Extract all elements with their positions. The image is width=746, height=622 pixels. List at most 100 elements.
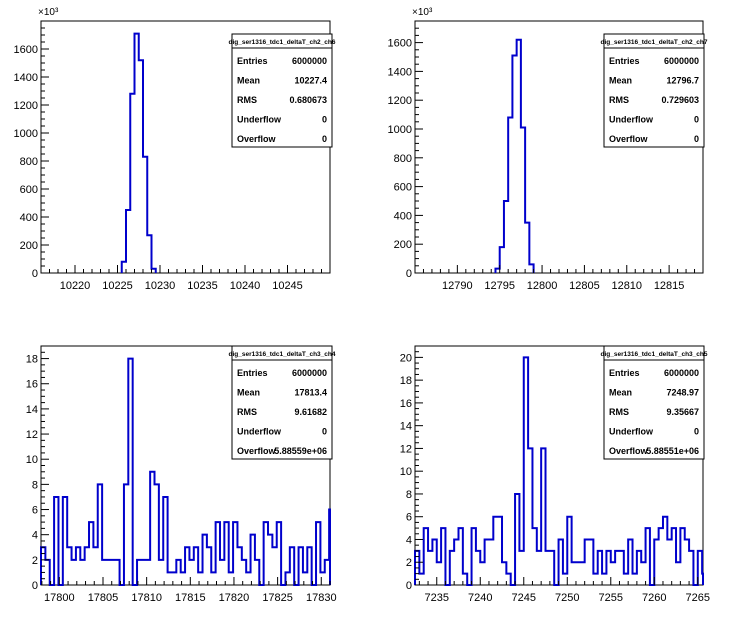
x-tick-label: 12810 [611,280,642,292]
stats-value: 0 [694,115,699,125]
stats-value: 0 [694,427,699,437]
stats-box-frame [231,33,333,148]
stats-label: Entries [609,368,640,378]
histogram-bin [93,547,97,585]
stats-label: Overflow [609,134,649,144]
histogram-bin [676,562,680,585]
histogram-bin [141,560,145,585]
x-tick-label: 7235 [425,592,449,604]
y-tick-label: 800 [394,153,412,165]
stats-label: Mean [237,76,260,86]
histogram-bin [602,574,606,585]
histogram-bin [593,574,597,585]
histogram-bin [72,560,76,585]
stats-label: Mean [609,388,632,398]
y-tick-label: 1600 [14,44,38,56]
stats-value: 17813.4 [294,388,327,398]
x-tick-label: 7245 [512,592,536,604]
stats-label: Underflow [237,115,282,125]
histogram-bin [611,562,615,585]
stats-value: 0.680673 [289,95,327,105]
y-tick-label: 10 [26,454,38,466]
x-tick-label: 7265 [686,592,710,604]
y-tick-label: 6 [32,505,38,517]
histogram-bin [419,574,423,585]
stats-value: 0 [322,134,327,144]
histogram-bin [633,574,637,585]
y-tick-label: 6 [406,512,412,524]
histogram-bin [624,574,628,585]
histogram-bin [229,572,233,585]
y-tick-label: 14 [400,421,412,433]
histogram-series [494,38,535,273]
stats-label: RMS [237,407,257,417]
x-tick-label: 10225 [102,280,133,292]
x-tick-label: 12805 [569,280,600,292]
histogram-bin [667,539,671,585]
y-tick-label: 0 [32,268,38,280]
histogram-panel-2: 12790 12795 12800 12805 12810 12815 0 200 400 600… [388,7,708,292]
stats-label: Overflow [609,446,649,456]
x-tick-label: 7260 [642,592,666,604]
y-tick-label: 2 [406,557,412,569]
histogram-panel-3: 17800 17805 17810 17815 17820 17825 17830 0 2 4 6 8… [26,345,337,604]
stats-value: 5.88551e+06 [646,446,699,456]
x-tick-label: 10240 [230,280,261,292]
stats-label: Overflow [237,446,277,456]
stats-value: 0 [322,427,327,437]
stats-box-frame [231,345,333,460]
histogram-bin [80,560,84,585]
stats-box-title: dig_ser1316_tdc1_deltaT_ch2_ch6 [229,39,336,46]
x-tick-label: 17820 [219,592,250,604]
x-tick-label: 10235 [187,280,218,292]
stats-box-frame [603,33,705,148]
y-tick-label: 1400 [14,72,38,84]
y-tick-label: 4 [406,534,412,546]
stats-label: Underflow [609,427,654,437]
y-tick-label: 18 [400,375,412,387]
x-tick-label: 7255 [599,592,623,604]
y-tick-label: 800 [20,156,38,168]
stats-box-title: dig_ser1316_tdc1_deltaT_ch2_ch7 [601,39,708,46]
histogram-bin [480,562,484,585]
y-tick-label: 8 [32,479,38,491]
y-tick-label: 1000 [14,128,38,140]
stats-label: Entries [237,56,268,66]
histogram-bin [106,560,110,585]
stats-label: Mean [237,388,260,398]
y-tick-label: 10 [400,466,412,478]
stats-box: dig_ser1316_tdc1_deltaT_ch2_ch7 Entries 60… [601,33,708,148]
x-tick-label: 7250 [555,592,579,604]
stats-value: 9.35667 [666,407,699,417]
stats-label: Entries [609,56,640,66]
histogram-bin [546,551,550,585]
stats-box: dig_ser1316_tdc1_deltaT_ch3_ch4 Entries 60… [229,345,336,460]
y-tick-label: 0 [32,580,38,592]
stats-value: 6000000 [292,368,327,378]
stats-label: Underflow [237,427,282,437]
y-tick-label: 12 [26,429,38,441]
x-tick-label: 10220 [60,280,91,292]
stats-box-title: dig_ser1316_tdc1_deltaT_ch3_ch4 [229,351,336,358]
stats-label: Underflow [609,115,654,125]
y-exponent-label: ×10³ [38,7,59,18]
x-tick-label: 12800 [527,280,558,292]
histogram-series [120,32,157,273]
x-tick-label: 12815 [654,280,685,292]
y-tick-label: 0 [406,580,412,592]
y-tick-label: 1200 [14,100,38,112]
y-exponent-label: ×10³ [412,7,433,18]
histogram-bin [537,551,541,585]
stats-box: dig_ser1316_tdc1_deltaT_ch2_ch6 Entries 60… [229,33,336,148]
y-tick-label: 0 [406,268,412,280]
y-tick-label: 600 [20,184,38,196]
y-tick-label: 600 [394,182,412,194]
y-tick-label: 200 [20,240,38,252]
y-tick-label: 16 [26,379,38,391]
stats-box-frame [603,345,705,460]
stats-box: dig_ser1316_tdc1_deltaT_ch3_ch5 Entries 60… [601,345,708,460]
histogram-bin [641,562,645,585]
stats-label: RMS [237,95,257,105]
y-tick-label: 1400 [388,66,412,78]
histogram-bin [211,572,215,585]
